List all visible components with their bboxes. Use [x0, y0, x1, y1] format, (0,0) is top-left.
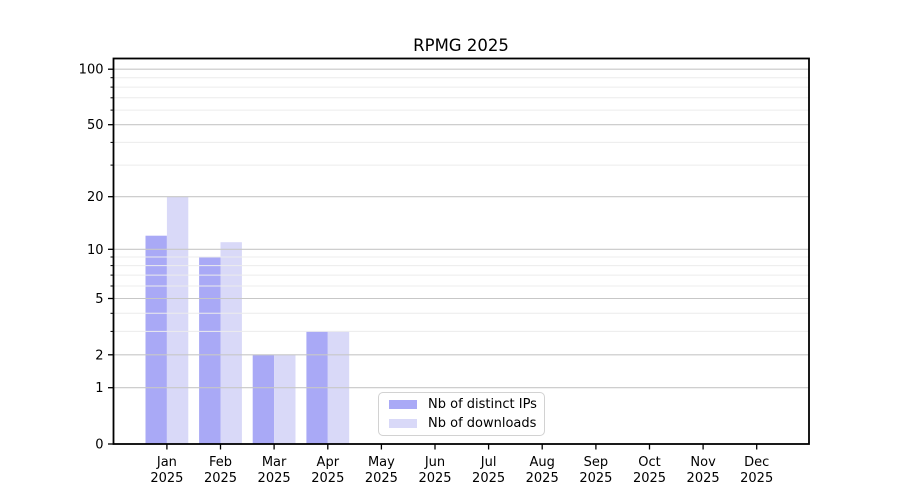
x-tick-label-year-Sep: 2025 [579, 471, 612, 486]
bar-downloads-Feb [220, 242, 242, 444]
y-tick-label-50: 50 [87, 118, 104, 133]
x-tick-label-month-Mar: Mar [262, 455, 287, 470]
axes-layer [108, 57, 810, 450]
legend: Nb of distinct IPs Nb of downloads [378, 392, 545, 436]
bar-downloads-Mar [274, 354, 296, 444]
legend-label-distinct-ips: Nb of distinct IPs [428, 397, 537, 412]
y-tick-label-10: 10 [87, 243, 104, 258]
y-tick-label-2: 2 [95, 348, 103, 363]
x-tick-label-year-Nov: 2025 [687, 471, 720, 486]
y-tick-label-100: 100 [79, 63, 104, 78]
x-tick-label-month-Apr: Apr [317, 455, 340, 470]
x-tick-label-month-Jun: Jun [424, 455, 445, 470]
x-tick-label-month-Jul: Jul [480, 455, 497, 470]
legend-swatch-downloads [389, 419, 417, 428]
legend-label-downloads: Nb of downloads [428, 416, 537, 431]
x-tick-label-month-Oct: Oct [638, 455, 660, 470]
plot-border [112, 57, 810, 445]
x-tick-label-year-Aug: 2025 [526, 471, 559, 486]
chart-title: RPMG 2025 [413, 36, 509, 55]
x-tick-label-month-Aug: Aug [530, 455, 555, 470]
y-tick-label-5: 5 [95, 292, 103, 307]
x-tick-label-month-Feb: Feb [209, 455, 232, 470]
x-tick-label-month-Sep: Sep [584, 455, 609, 470]
x-tick-label-year-Jun: 2025 [418, 471, 451, 486]
grid-layer [113, 68, 809, 389]
tick-labels-layer: 0125102050100Jan2025Feb2025Mar2025Apr202… [79, 63, 774, 486]
x-tick-label-year-Feb: 2025 [204, 471, 237, 486]
bars-layer [145, 196, 350, 444]
x-tick-label-year-Apr: 2025 [311, 471, 344, 486]
bar-distinct-ips-Mar [252, 354, 275, 444]
y-tick-label-20: 20 [87, 190, 104, 205]
x-tick-label-month-Dec: Dec [744, 455, 769, 470]
x-tick-label-month-Nov: Nov [690, 455, 716, 470]
bar-distinct-ips-Feb [199, 257, 221, 444]
x-tick-label-year-Dec: 2025 [740, 471, 773, 486]
bar-distinct-ips-Jan [145, 235, 167, 444]
x-tick-label-month-May: May [368, 455, 395, 470]
legend-item-distinct-ips: Nb of distinct IPs [385, 395, 538, 414]
legend-item-downloads: Nb of downloads [385, 414, 538, 433]
y-tick-label-1: 1 [95, 381, 103, 396]
x-tick-label-month-Jan: Jan [156, 455, 177, 470]
bar-downloads-Jan [166, 196, 189, 444]
y-tick-label-0: 0 [95, 438, 103, 453]
x-tick-label-year-Mar: 2025 [258, 471, 291, 486]
x-tick-label-year-May: 2025 [365, 471, 398, 486]
legend-swatch-distinct-ips [389, 400, 417, 409]
x-tick-label-year-Jan: 2025 [150, 471, 183, 486]
x-tick-label-year-Jul: 2025 [472, 471, 505, 486]
x-tick-label-year-Oct: 2025 [633, 471, 666, 486]
